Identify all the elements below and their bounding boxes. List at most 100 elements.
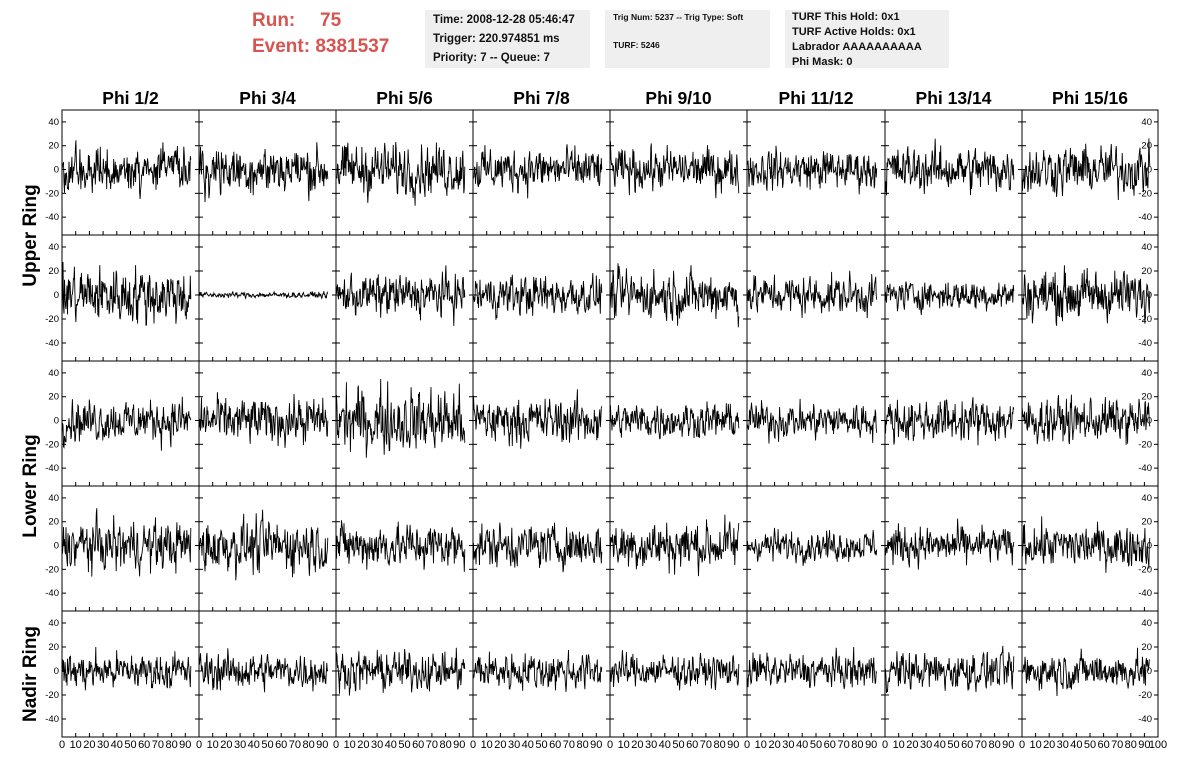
x-tick-label: 50 bbox=[947, 739, 959, 751]
y-tick-label: 40 bbox=[48, 618, 59, 629]
x-tick-label: 70 bbox=[152, 739, 164, 751]
x-tick-label: 100 bbox=[1149, 739, 1167, 751]
waveform-trace bbox=[61, 140, 192, 200]
turf-active-holds-text: TURF Active Holds: 0x1 bbox=[792, 26, 916, 38]
waveform-panel bbox=[198, 610, 337, 738]
x-tick-label: 40 bbox=[934, 739, 946, 751]
x-tick-label: 90 bbox=[1138, 739, 1150, 751]
waveform-trace bbox=[746, 527, 878, 566]
x-tick-label: 20 bbox=[83, 739, 95, 751]
run-event-box: Run: 75 Event: 8381537 bbox=[252, 8, 422, 60]
run-label: Run: bbox=[252, 10, 296, 31]
y-tick-label: -40 bbox=[1138, 588, 1152, 599]
x-tick-label: 80 bbox=[1125, 739, 1137, 751]
x-tick-label: 90 bbox=[727, 739, 739, 751]
x-tick-label: 30 bbox=[97, 739, 109, 751]
x-tick-label: 80 bbox=[851, 739, 863, 751]
column-title: Phi 7/8 bbox=[513, 88, 570, 108]
x-tick-label: 70 bbox=[700, 739, 712, 751]
x-tick-label: 10 bbox=[344, 739, 356, 751]
waveform-panel bbox=[335, 234, 474, 362]
x-tick-label: 80 bbox=[165, 739, 177, 751]
x-tick-label: 90 bbox=[590, 739, 602, 751]
x-tick-label: 80 bbox=[302, 739, 314, 751]
x-tick-label: 70 bbox=[837, 739, 849, 751]
waveform-panel bbox=[472, 610, 611, 738]
y-tick-label: 0 bbox=[54, 290, 59, 301]
row-group-title: Lower Ring bbox=[20, 434, 41, 537]
x-tick-label: 40 bbox=[1070, 739, 1082, 751]
waveform-trace bbox=[472, 272, 603, 320]
column-title: Phi 15/16 bbox=[1052, 88, 1128, 108]
x-tick-label: 50 bbox=[810, 739, 822, 751]
x-tick-label: 20 bbox=[220, 739, 232, 751]
x-tick-label: 80 bbox=[988, 739, 1000, 751]
x-tick-label: 0 bbox=[470, 739, 476, 751]
waveform-trace bbox=[335, 520, 466, 572]
row-group-title: Upper Ring bbox=[20, 184, 41, 286]
y-tick-label: 20 bbox=[48, 141, 59, 152]
trigger-info-box: Trig Num: 5237 -- Trig Type: Soft TURF: … bbox=[605, 10, 770, 68]
x-tick-label: 60 bbox=[275, 739, 287, 751]
x-tick-label: 40 bbox=[659, 739, 671, 751]
waveform-panel bbox=[335, 360, 474, 487]
waveform-trace bbox=[472, 389, 603, 449]
waveform-trace bbox=[335, 647, 466, 696]
waveform-panel bbox=[609, 610, 748, 738]
x-tick-label: 90 bbox=[179, 739, 191, 751]
waveform-panel: -40 -20 0 20 40 bbox=[45, 109, 200, 236]
waveform-panel bbox=[609, 109, 748, 236]
trigger-text: Trigger: 220.974851 ms bbox=[433, 33, 560, 45]
y-tick-label: 0 bbox=[1147, 165, 1152, 176]
x-tick-label: 10 bbox=[70, 739, 82, 751]
y-tick-label: -40 bbox=[45, 212, 59, 223]
x-tick-label: 50 bbox=[398, 739, 410, 751]
waveform-panel bbox=[472, 485, 611, 612]
x-tick-label: 60 bbox=[686, 739, 698, 751]
waveform-panel bbox=[609, 360, 748, 487]
y-tick-label: 20 bbox=[1141, 642, 1152, 653]
x-tick-label: 10 bbox=[755, 739, 767, 751]
waveform-panel: -40 -20 0 20 40 bbox=[1021, 109, 1159, 236]
column-title: Phi 13/14 bbox=[916, 88, 992, 108]
x-tick-label: 20 bbox=[1043, 739, 1055, 751]
x-tick-label: 90 bbox=[316, 739, 328, 751]
y-tick-label: -20 bbox=[1138, 564, 1152, 575]
event-label: Event: bbox=[252, 36, 311, 57]
waveform-panel bbox=[746, 610, 886, 738]
y-tick-label: 20 bbox=[1141, 517, 1152, 528]
waveform-trace bbox=[884, 138, 1015, 196]
waveform-panel bbox=[884, 109, 1023, 236]
x-tick-label: 10 bbox=[618, 739, 630, 751]
x-tick-label: 50 bbox=[535, 739, 547, 751]
waveform-panel bbox=[884, 485, 1023, 612]
waveform-trace bbox=[198, 392, 329, 448]
waveform-trace bbox=[884, 645, 1015, 694]
y-tick-label: 20 bbox=[1141, 141, 1152, 152]
x-tick-label: 40 bbox=[248, 739, 260, 751]
waveform-panel bbox=[335, 610, 474, 738]
column-title: Phi 5/6 bbox=[376, 88, 433, 108]
waveform-panel bbox=[198, 360, 337, 487]
panel-frame bbox=[472, 485, 611, 612]
waveform-trace bbox=[198, 290, 329, 300]
y-tick-label: 0 bbox=[54, 416, 59, 427]
waveform-trace bbox=[609, 401, 740, 440]
waveform-panel bbox=[335, 485, 474, 612]
x-tick-label: 70 bbox=[563, 739, 575, 751]
x-tick-label: 80 bbox=[713, 739, 725, 751]
turf-num-text: TURF: 5246 bbox=[613, 40, 660, 50]
waveform-trace bbox=[198, 648, 329, 693]
y-tick-label: 40 bbox=[48, 368, 59, 379]
y-tick-label: -20 bbox=[45, 439, 59, 450]
x-tick-label: 50 bbox=[672, 739, 684, 751]
waveform-panel bbox=[746, 234, 886, 362]
x-tick-label: 40 bbox=[111, 739, 123, 751]
x-tick-label: 0 bbox=[1019, 739, 1025, 751]
y-tick-label: -20 bbox=[1138, 690, 1152, 701]
run-value: 75 bbox=[320, 10, 342, 31]
waveform-trace bbox=[472, 522, 603, 573]
x-tick-label: 30 bbox=[508, 739, 520, 751]
waveform-trace bbox=[472, 144, 603, 199]
waveform-trace bbox=[746, 646, 878, 689]
